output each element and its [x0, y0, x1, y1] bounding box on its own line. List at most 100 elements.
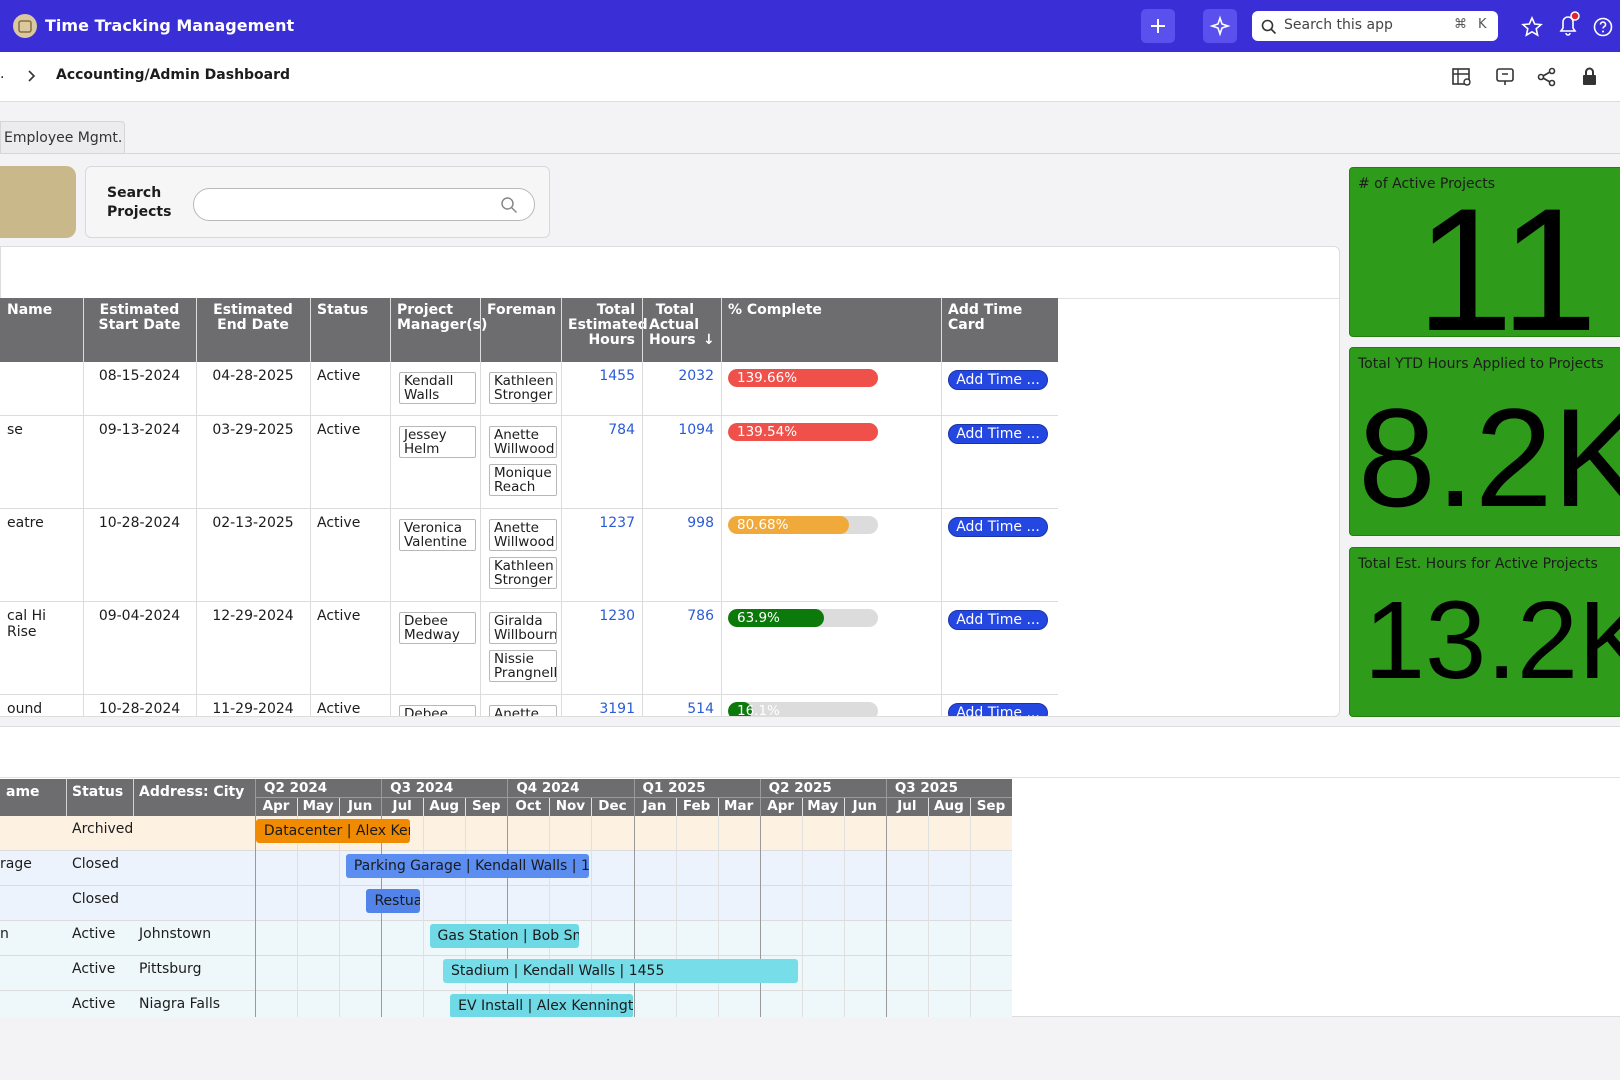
month-line	[549, 797, 551, 1017]
progress-label: 80.68%	[737, 517, 789, 533]
column-header: Status	[317, 302, 369, 318]
month-line	[927, 797, 929, 1017]
column-border	[480, 298, 481, 716]
column-header: Total Actual Hours	[649, 302, 700, 348]
cell-end: 02-13-2025	[212, 515, 294, 531]
cell-est-hours: 3191	[599, 701, 635, 716]
month-label: Oct	[515, 798, 542, 814]
month-label: Jun	[348, 798, 373, 814]
cell-end: 04-28-2025	[212, 368, 294, 384]
quarter-line	[885, 779, 887, 797]
month-label: Sep	[976, 798, 1006, 814]
notification-icon[interactable]	[1556, 10, 1582, 38]
add-button[interactable]	[1141, 9, 1175, 43]
gantt-status: Active	[72, 926, 116, 942]
ai-button[interactable]	[1203, 9, 1237, 43]
gantt-bar[interactable]: Stadium | Kendall Walls | 1455	[442, 959, 798, 983]
gantt-name: rage	[0, 856, 32, 872]
chevron	[28, 70, 36, 82]
quarter-label: Q1 2025	[642, 780, 706, 796]
search-panel: Search Projects	[85, 166, 550, 238]
progress-fill	[728, 369, 878, 387]
action-button[interactable]	[0, 166, 76, 238]
gantt-bar[interactable]: Parking Garage | Kendall Walls | 1782	[345, 854, 589, 878]
cell-start: 10-28-2024	[98, 515, 181, 531]
add-time-button[interactable]: Add Time ...	[948, 703, 1048, 716]
month-label: May	[807, 798, 839, 814]
month-label: Feb	[682, 798, 711, 814]
divider	[0, 153, 1620, 154]
column-border	[83, 298, 84, 716]
help-icon[interactable]	[1592, 16, 1614, 38]
gantt-bar[interactable]: Gas Station | Bob Smit	[429, 924, 579, 948]
gantt-city: Pittsburg	[139, 961, 202, 977]
gantt-row	[0, 886, 1012, 921]
gantt-bar[interactable]: Restua	[366, 889, 421, 913]
gantt-bar[interactable]: EV Install | Alex Kennington	[450, 994, 634, 1017]
cell-name: se	[7, 422, 23, 438]
gantt-status: Closed	[72, 891, 120, 907]
row-border	[0, 508, 1058, 509]
month-label: Jul	[897, 798, 917, 814]
month-label: Aug	[429, 798, 460, 814]
month-label: Dec	[598, 798, 627, 814]
gantt-bar[interactable]: Datacenter | Alex Kenni	[255, 819, 410, 843]
gantt-city: Niagra Falls	[139, 996, 221, 1012]
person-chip: Debee Medway	[399, 612, 476, 644]
favorite-icon[interactable]	[1521, 16, 1543, 38]
month-line	[255, 797, 256, 1017]
add-time-button[interactable]: Add Time ...	[948, 517, 1048, 537]
person-chip: Kathleen Stronger	[489, 372, 557, 404]
shortcut-key: ⌘	[1454, 17, 1467, 32]
search-placeholder: Search this app	[1284, 17, 1393, 33]
add-time-button[interactable]: Add Time ...	[948, 370, 1048, 390]
report-icon[interactable]	[1451, 66, 1473, 88]
progress-label: 16.1%	[737, 703, 780, 716]
month-line	[465, 797, 467, 1017]
page-title: Accounting/Admin Dashboard	[56, 67, 291, 83]
kpi-label: # of Active Projects	[1358, 176, 1496, 192]
cell-est-hours: 1230	[599, 608, 635, 624]
month-label: Aug	[934, 798, 964, 814]
gantt-chart: ame Status Address: City Apr May Jun Jul Aug Sep…	[0, 779, 1012, 1017]
add-time-button[interactable]: Add Time ...	[948, 610, 1048, 630]
cell-end: 12-29-2024	[212, 608, 294, 624]
tab[interactable]: Employee Mgmt.	[0, 121, 125, 153]
month-line	[591, 797, 593, 1017]
month-line	[801, 797, 803, 1017]
gantt-status: Closed	[72, 856, 120, 872]
kpi-value: 11	[1416, 173, 1598, 337]
cell-end: 03-29-2025	[212, 422, 294, 438]
cell-actual-hours: 1094	[678, 422, 714, 438]
person-chip: Giralda Willbourne	[489, 612, 557, 644]
breadcrumb-ellipsis[interactable]: .	[0, 66, 5, 82]
column-header: Project Manager(s)	[397, 302, 488, 333]
month-line	[717, 797, 719, 1017]
month-label: Apr	[767, 798, 795, 814]
progress-label: 139.54%	[737, 424, 798, 440]
column-header: Add Time Card	[948, 302, 1023, 333]
column-header: Name	[7, 302, 53, 318]
app-logo	[13, 14, 37, 38]
quarter-label: Q4 2024	[516, 780, 580, 796]
present-icon[interactable]	[1494, 66, 1516, 88]
app-search[interactable]: Search this app ⌘ K	[1252, 11, 1498, 41]
person-chip: Monique Reach	[489, 464, 557, 496]
person-chip: Jessey Helm	[399, 426, 476, 458]
month-line	[507, 797, 509, 1017]
cell-name: ound	[7, 701, 43, 716]
progress-track: 16.1%	[728, 702, 878, 716]
gantt-column-header: Status	[72, 784, 124, 800]
month-line	[297, 797, 299, 1017]
breadcrumb-bar: . Accounting/Admin Dashboard	[0, 52, 1620, 102]
share-icon[interactable]	[1536, 66, 1558, 88]
row-border	[0, 601, 1058, 602]
add-time-button[interactable]: Add Time ...	[948, 424, 1048, 444]
person-chip: Kathleen Stronger	[489, 557, 557, 589]
column-header: Total Estimated Hours	[568, 302, 648, 348]
search-input[interactable]	[193, 188, 535, 221]
progress-track: 80.68%	[728, 516, 878, 534]
top-bar: Time Tracking Management Search this app…	[0, 0, 1620, 52]
lock-icon[interactable]	[1580, 66, 1600, 88]
month-label: Mar	[724, 798, 754, 814]
